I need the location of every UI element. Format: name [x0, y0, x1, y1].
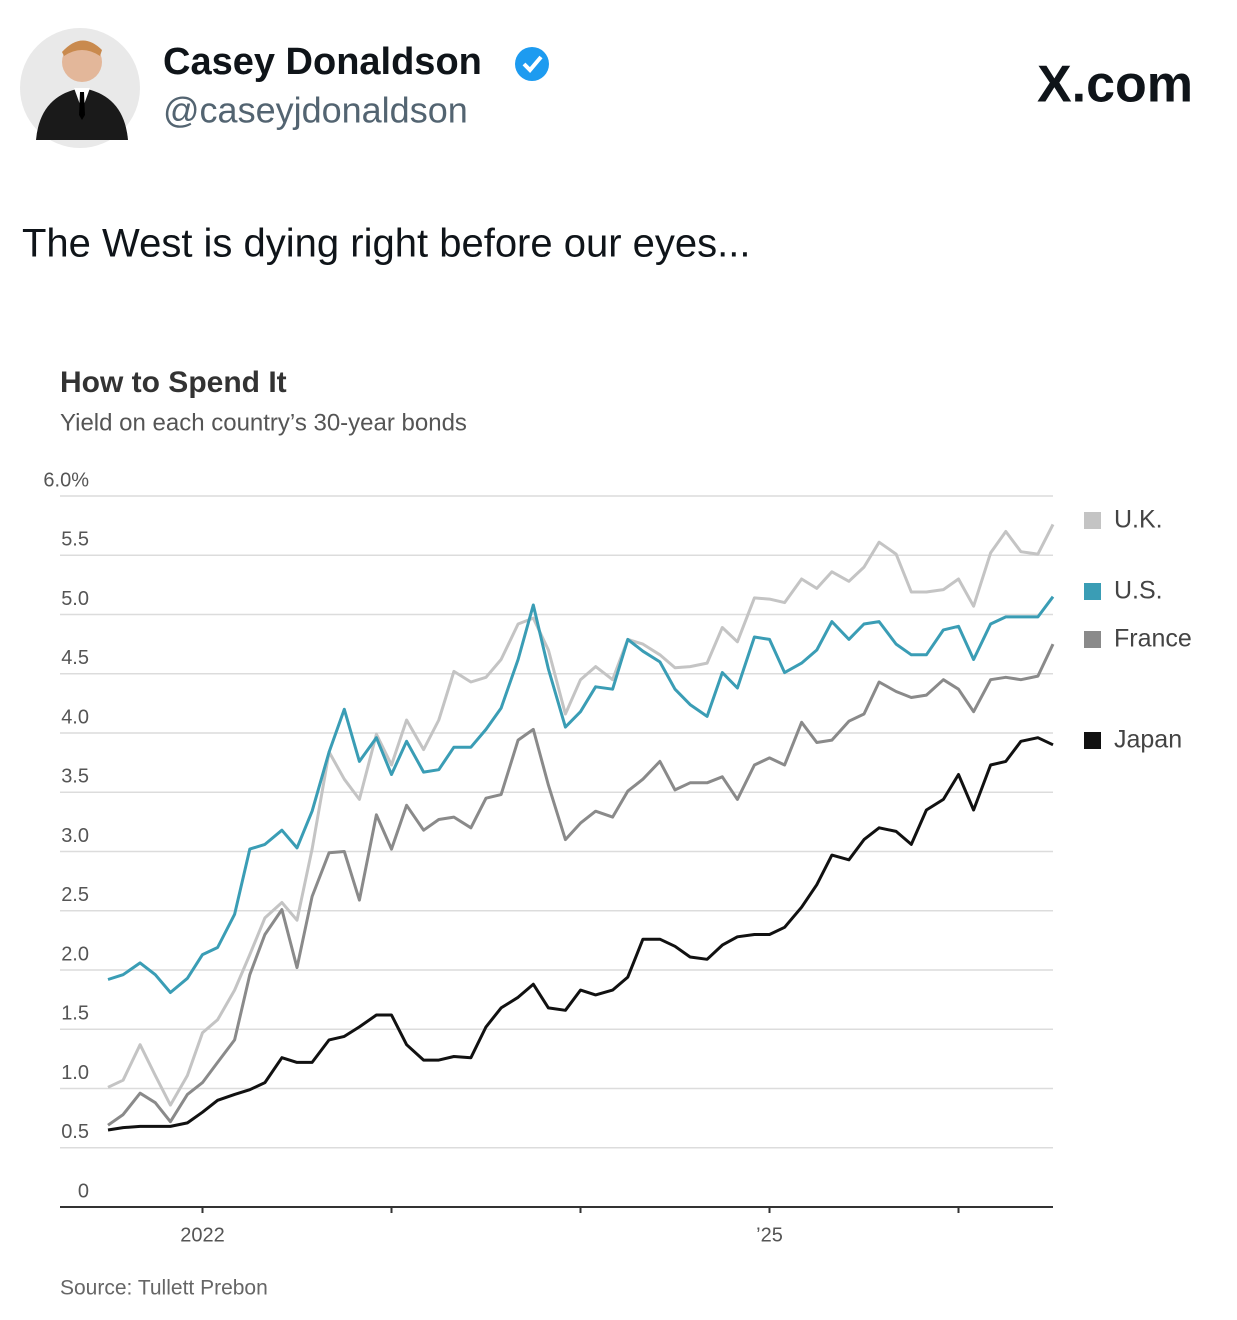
x-tick-label: 2022 [180, 1224, 225, 1246]
y-tick-label: 2.5 [61, 884, 89, 906]
series-line [107, 523, 1055, 1107]
y-tick-label: 1.5 [61, 1003, 89, 1025]
legend-label: Japan [1114, 726, 1182, 754]
chart-source: Source: Tullett Prebon [60, 1277, 268, 1300]
legend-swatch [1084, 631, 1101, 648]
site-label: X.com [1037, 56, 1193, 114]
user-name[interactable]: Casey Donaldson [163, 41, 482, 83]
y-tick-label: 4.5 [61, 647, 89, 669]
y-tick-label: 6.0% [43, 469, 89, 491]
y-tick-label: 0.5 [61, 1121, 89, 1143]
chart-subtitle: Yield on each country’s 30-year bonds [60, 409, 467, 436]
series-line [107, 736, 1054, 1132]
tweet-text: The West is dying right before our eyes.… [22, 222, 751, 266]
series-line [107, 643, 1055, 1127]
series-line [107, 595, 1055, 994]
legend-label: U.S. [1114, 577, 1163, 605]
verified-badge [515, 47, 549, 81]
legend-swatch [1084, 583, 1101, 600]
legend-label: France [1114, 625, 1192, 653]
y-tick-label: 4.0 [61, 706, 89, 728]
chart-title: How to Spend It [60, 366, 287, 399]
legend-label: U.K. [1114, 506, 1163, 534]
y-tick-label: 1.0 [61, 1062, 89, 1084]
user-handle[interactable]: @caseyjdonaldson [163, 90, 468, 131]
legend-swatch [1084, 732, 1101, 749]
y-tick-label: 3.0 [61, 825, 89, 847]
legend-swatch [1084, 512, 1101, 529]
y-tick-label: 3.5 [61, 766, 89, 788]
y-tick-label: 5.5 [61, 529, 89, 551]
y-tick-label: 2.0 [61, 943, 89, 965]
avatar[interactable] [20, 28, 140, 148]
y-tick-label: 5.0 [61, 588, 89, 610]
x-tick-label: ’25 [756, 1224, 783, 1246]
y-tick-label: 0 [78, 1180, 89, 1202]
